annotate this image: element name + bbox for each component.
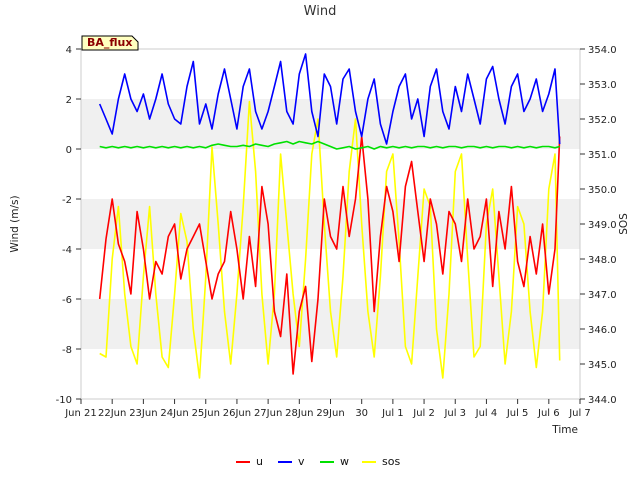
y-axis-left-label: Wind (m/s)	[9, 195, 21, 252]
legend-label-u: u	[256, 455, 263, 468]
x-tick-label: 29Jun	[316, 408, 344, 419]
y-left-tick-label: 2	[66, 95, 72, 106]
x-tick-label: Jul 6	[537, 408, 560, 419]
y-right-tick-label: 345.0	[588, 360, 617, 371]
grid-band	[81, 49, 580, 99]
x-tick-label: 28Jun	[285, 408, 313, 419]
x-tick-label: Jul 5	[506, 408, 529, 419]
legend-label-v: v	[298, 455, 305, 468]
y-right-tick-label: 349.0	[588, 220, 617, 231]
legend: u v w sos	[236, 455, 400, 468]
y-left-tick-label: -6	[62, 295, 72, 306]
y-left-tick-label: -4	[62, 245, 72, 256]
legend-label-sos: sos	[382, 455, 400, 468]
x-tick-label: Jul 7	[568, 408, 591, 419]
grid-bands	[81, 49, 580, 399]
x-tick-label: Jun 21	[64, 408, 97, 419]
y-axis-right: 344.0 345.0 346.0 347.0 348.0 349.0 350.0 351.0…	[580, 45, 617, 406]
grid-band	[81, 149, 580, 199]
series-sos-line	[99, 100, 561, 379]
x-tick-label: Jul 1	[381, 408, 404, 419]
grid-band	[81, 349, 580, 399]
x-tick-label: 25Jun	[192, 408, 220, 419]
badge: BA_flux	[81, 35, 139, 51]
y-right-tick-label: 352.0	[588, 115, 617, 126]
y-left-tick-label: 0	[66, 145, 72, 156]
x-tick-label: 27Jun	[254, 408, 282, 419]
series-layer	[98, 53, 561, 379]
y-right-tick-label: 347.0	[588, 290, 617, 301]
y-right-tick-label: 351.0	[588, 150, 617, 161]
badge-label: BA_flux	[87, 36, 132, 49]
x-tick-label: Jul 3	[443, 408, 466, 419]
y-right-tick-label: 353.0	[588, 80, 617, 91]
legend-label-w: w	[340, 455, 349, 468]
y-right-tick-label: 344.0	[588, 395, 617, 406]
series-w-line	[99, 140, 560, 150]
x-tick-label: 22Jun	[98, 408, 126, 419]
x-tick-label: 23Jun	[129, 408, 157, 419]
y-left-tick-label: -8	[62, 345, 72, 356]
x-tick-label: 30	[355, 408, 368, 419]
series-u-line	[98, 135, 561, 375]
x-tick-label: 26Jun	[223, 408, 251, 419]
y-right-tick-label: 348.0	[588, 255, 617, 266]
y-left-tick-label: -2	[62, 195, 72, 206]
y-left-tick-label: 4	[66, 45, 72, 56]
grid-band	[81, 99, 580, 149]
y-right-tick-label: 350.0	[588, 185, 617, 196]
x-axis: Jun 21 22Jun 23Jun 24Jun 25Jun 26Jun 27Jun 28Ju…	[64, 399, 591, 419]
chart-title: Wind	[304, 4, 337, 19]
series-v-line	[98, 53, 561, 145]
y-axis-right-label: SOS	[618, 213, 630, 235]
x-tick-label: Jul 2	[412, 408, 435, 419]
x-tick-label: 24Jun	[160, 408, 188, 419]
x-axis-label: Time	[551, 424, 578, 436]
y-left-tick-label: -10	[56, 395, 72, 406]
y-axis-left: -10 -8 -6 -4 -2 0 2 4	[56, 45, 81, 406]
y-right-tick-label: 346.0	[588, 325, 617, 336]
y-right-tick-label: 354.0	[588, 45, 617, 56]
x-tick-label: Jul 4	[475, 408, 498, 419]
